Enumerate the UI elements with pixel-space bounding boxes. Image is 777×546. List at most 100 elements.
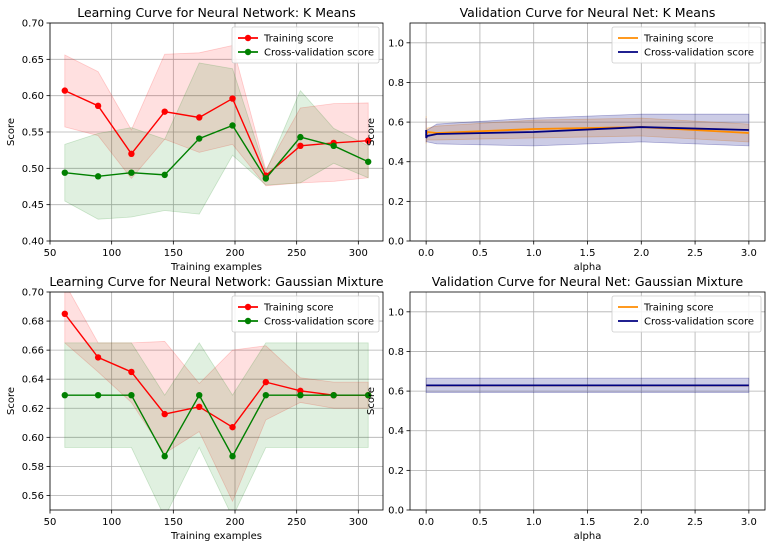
y-tick-label: 0.68: [22, 317, 44, 328]
data-point: [61, 169, 68, 176]
data-point: [94, 173, 102, 180]
series-line-0: [64, 89, 369, 177]
x-tick-label: 250: [287, 517, 306, 528]
y-tick-label: 0.8: [388, 347, 404, 358]
series-line-0: [64, 313, 369, 429]
y-tick-label: 0.70: [22, 288, 44, 299]
x-tick-label: 0.0: [418, 517, 434, 528]
chart-title: Learning Curve for Neural Network: K Mea…: [77, 5, 356, 20]
x-tick-label: 0.5: [472, 248, 488, 259]
y-axis-label: Score: [366, 118, 377, 146]
x-tick-label: 1.5: [580, 517, 596, 528]
x-tick-label: 0.0: [418, 248, 434, 259]
data-point: [128, 169, 135, 176]
confidence-band-1: [64, 62, 369, 220]
data-point: [94, 102, 102, 110]
y-tick-label: 0.6: [388, 118, 404, 129]
y-tick-label: 1.0: [388, 38, 404, 49]
legend-label: Cross-validation score: [644, 317, 754, 328]
data-point: [229, 95, 236, 102]
y-tick-label: 0.8: [388, 78, 404, 89]
x-axis-label: Training examples: [170, 531, 262, 542]
data-point: [128, 368, 135, 376]
data-point: [365, 158, 372, 165]
y-tick-label: 0.45: [22, 200, 44, 211]
plot-area: [425, 113, 750, 147]
chart-title: Validation Curve for Neural Net: K Means: [460, 5, 716, 20]
legend-label: Training score: [263, 303, 334, 314]
y-tick-label: 0.60: [22, 91, 44, 102]
y-tick-label: 0.4: [388, 426, 404, 437]
y-tick-label: 0.66: [22, 346, 44, 357]
plot-frame: [409, 22, 766, 242]
data-point: [229, 122, 236, 129]
legend-label: Cross-validation score: [644, 48, 754, 59]
y-tick-label: 0.65: [22, 55, 44, 66]
series-line-1: [64, 393, 369, 458]
legend-box: [611, 295, 762, 333]
data-point: [196, 391, 203, 399]
legend-box: [231, 26, 380, 64]
plot-frame: [49, 291, 384, 511]
x-tick-label: 50: [44, 517, 57, 528]
legend-marker: [244, 303, 252, 311]
legend: Training score Cross-validation score: [611, 26, 762, 64]
chart-kmeans-learning: Learning Curve for Neural Network: K Mea…: [6, 5, 384, 273]
x-tick-label: 1.5: [580, 248, 596, 259]
x-tick-label: 2.0: [633, 248, 649, 259]
legend-label: Cross-validation score: [264, 317, 374, 328]
confidence-band-0: [64, 45, 369, 187]
x-tick-label: 2.5: [687, 248, 703, 259]
data-point: [161, 410, 168, 418]
x-tick-label: 150: [164, 248, 183, 259]
legend-box: [611, 26, 762, 64]
data-point: [297, 391, 304, 399]
data-point: [229, 423, 236, 431]
data-point: [262, 391, 270, 399]
data-point: [196, 135, 203, 142]
series-line-1: [425, 126, 749, 139]
y-tick-label: 0.4: [388, 157, 404, 168]
data-point: [196, 403, 203, 411]
legend-label: Training score: [643, 303, 714, 314]
data-point: [128, 150, 135, 157]
series-line-1: [64, 124, 369, 180]
x-tick-label: 300: [349, 517, 368, 528]
data-point: [61, 87, 68, 94]
legend-label: Cross-validation score: [264, 48, 374, 59]
plot-frame: [49, 22, 384, 242]
legend-label: Training score: [643, 34, 714, 45]
plot-frame: [409, 291, 766, 511]
y-tick-label: 0.56: [22, 491, 44, 502]
legend-marker: [244, 317, 252, 325]
x-axis-label: Training examples: [170, 262, 262, 273]
data-point: [94, 354, 102, 361]
x-axis-label: alpha: [574, 262, 602, 273]
data-point: [128, 391, 135, 399]
data-point: [94, 391, 102, 399]
y-axis-label: Score: [6, 118, 17, 146]
data-point: [229, 453, 236, 460]
chart-gmm-learning: Learning Curve for Neural Network: Gauss…: [6, 274, 384, 542]
y-tick-label: 0.40: [22, 237, 44, 248]
confidence-band-0: [64, 292, 369, 503]
plot-area: [61, 45, 372, 220]
legend-label: Training score: [263, 34, 334, 45]
y-tick-label: 0.55: [22, 128, 44, 139]
data-point: [330, 142, 337, 150]
x-tick-label: 250: [287, 248, 306, 259]
y-tick-label: 1.0: [388, 307, 404, 318]
x-tick-label: 200: [225, 248, 244, 259]
x-tick-label: 300: [349, 248, 368, 259]
chart-title: Learning Curve for Neural Network: Gauss…: [49, 274, 384, 289]
data-point: [161, 453, 168, 460]
x-tick-label: 150: [164, 517, 183, 528]
y-tick-label: 0.2: [388, 197, 404, 208]
legend: Training score Cross-validation score: [231, 26, 380, 64]
chart-kmeans-validation: Validation Curve for Neural Net: K Means…: [366, 5, 766, 273]
x-tick-label: 0.5: [472, 517, 488, 528]
data-point: [61, 391, 68, 399]
legend-marker: [244, 34, 252, 42]
data-point: [196, 114, 203, 121]
